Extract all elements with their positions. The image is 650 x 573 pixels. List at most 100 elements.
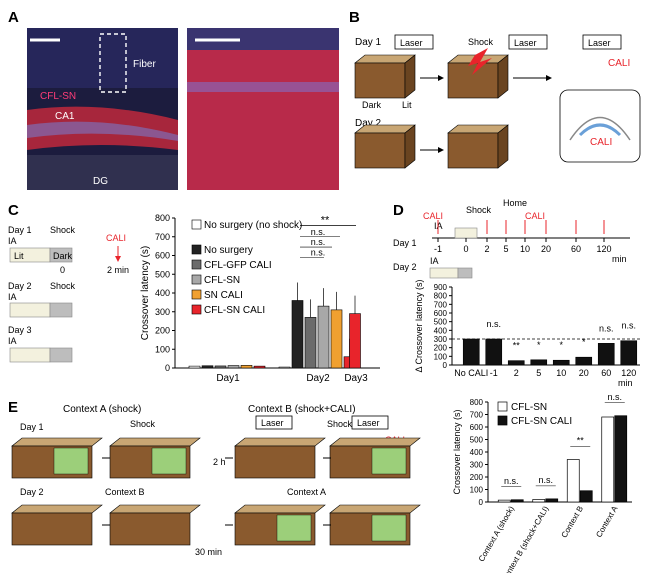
c-t2: 2 min <box>107 265 129 275</box>
c-cali: CALI <box>106 233 126 243</box>
c-legend-label: No surgery <box>204 245 253 256</box>
d-bar <box>530 359 548 366</box>
panel-d: D Day 1 Day 2 Shock Home CALI CALI IA IA… <box>393 198 640 388</box>
e-box-top <box>329 437 421 447</box>
d-y-tick-label: 400 <box>434 326 448 335</box>
d-shock: Shock <box>466 205 492 215</box>
e-bar <box>532 499 546 503</box>
d-cali-1: CALI <box>423 211 443 221</box>
panel-c-letter: C <box>8 202 19 219</box>
d-timeline-tick-label: -1 <box>434 244 442 254</box>
d-y-tick-label: 900 <box>434 283 448 292</box>
e-box-context-a <box>371 514 407 542</box>
e-box-front <box>109 512 191 546</box>
e-y-tick-label: 500 <box>470 436 484 445</box>
b-laser-box-2 <box>508 34 548 50</box>
c-sig-label: ** <box>321 215 330 227</box>
c-bar <box>278 366 291 369</box>
e-box-top <box>11 437 103 447</box>
d-x-unit: min <box>618 378 633 388</box>
e-sig-label: ** <box>577 436 585 446</box>
e-y-tick-label: 300 <box>470 461 484 470</box>
c-bar <box>201 365 214 369</box>
d-timeline-tick-label: 60 <box>571 244 581 254</box>
d-y-tick-label: 700 <box>434 300 448 309</box>
e-box-context-a <box>53 447 89 475</box>
c-lit: Lit <box>14 251 24 261</box>
c-bar <box>349 313 361 369</box>
e-x-tick-label: Context A (shock) <box>477 504 516 563</box>
d-sig-label: * <box>582 337 586 347</box>
d-y-label: Δ Crossover latency (s) <box>414 279 424 372</box>
e-delay-1: 2 h <box>213 457 226 467</box>
chart-e: 0 100 200 300 400 500 600 700 800 Crossover laten… <box>452 392 632 573</box>
c-bar <box>188 365 201 369</box>
e-y-tick-label: 400 <box>470 448 484 457</box>
d-sig-label: n.s. <box>486 319 501 329</box>
e-box-top <box>234 437 326 447</box>
c-ns-label: n.s. <box>311 237 326 247</box>
panel-c: C Day 1 Shock CALI IA Lit Dark 0 2 min D… <box>8 202 380 384</box>
c-y-tick-label: 0 <box>165 363 170 373</box>
c-ia-1: IA <box>8 236 17 246</box>
d-y-tick-label: 200 <box>434 344 448 353</box>
d-y-tick-label: 300 <box>434 335 448 344</box>
d-cali-2: CALI <box>525 211 545 221</box>
e-y-tick-label: 0 <box>479 498 484 507</box>
e-y-tick-label: 200 <box>470 473 484 482</box>
e-schematic-boxes <box>11 437 421 546</box>
e-bar <box>601 416 615 503</box>
b-laser-box-3 <box>582 34 622 50</box>
c-bar <box>253 365 266 369</box>
c-ia-3: IA <box>8 336 17 346</box>
e-y-tick-label: 700 <box>470 411 484 420</box>
c-dark: Dark <box>53 251 73 261</box>
panel-d-letter: D <box>393 202 404 219</box>
e-context-b-shock-cali: Context B (shock+CALI) <box>248 404 356 415</box>
d-y-tick-label: 100 <box>434 352 448 361</box>
panel-a-letter: A <box>8 9 19 26</box>
e-y-tick-label: 800 <box>470 398 484 407</box>
d-sig-label: n.s. <box>621 321 636 331</box>
panel-e: E Day 1 Day 2 Context A (shock) Context … <box>8 392 632 573</box>
e-y-tick-label: 100 <box>470 486 484 495</box>
e-box-front <box>234 445 316 479</box>
e-bar <box>497 499 511 503</box>
b-day2: Day 2 <box>355 118 382 129</box>
c-ns-label: n.s. <box>311 227 326 237</box>
cfl-sn-label: CFL-SN <box>40 91 76 102</box>
c-legend-label: No surgery (no shock) <box>204 220 302 231</box>
e-x-tick-label: Context B <box>560 505 585 540</box>
d-bar <box>485 338 503 366</box>
chart-c: 0 100 200 300 400 500 600 700 800 Crossover laten… <box>140 213 380 384</box>
e-shock-2: Shock <box>327 419 353 429</box>
b-shock-label: Shock <box>468 37 494 47</box>
c-day1: Day 1 <box>8 225 32 235</box>
c-bar <box>330 309 343 369</box>
c-bar <box>291 300 304 369</box>
e-y-tick-label: 600 <box>470 423 484 432</box>
d-ia-2: IA <box>430 256 439 266</box>
e-bar <box>510 499 524 503</box>
e-context-a: Context A <box>287 487 326 497</box>
b-laser-box-1 <box>394 34 434 50</box>
d-day1: Day 1 <box>393 238 417 248</box>
e-sig-label: n.s. <box>538 475 553 485</box>
e-box-context-a <box>276 514 312 542</box>
e-day1: Day 1 <box>20 422 44 432</box>
c-bar <box>240 365 253 369</box>
e-legend-swatch <box>497 415 508 426</box>
c-shock: Shock <box>50 225 76 235</box>
e-context-b: Context B <box>105 487 145 497</box>
c-ia-2: IA <box>8 292 17 302</box>
e-bar <box>545 498 559 503</box>
c-legend-label: CFL-GFP CALI <box>204 260 272 271</box>
d-x-tick-label: 60 <box>601 368 611 378</box>
d-sig-label: ** <box>513 341 521 351</box>
c-y-tick-label: 600 <box>155 251 170 261</box>
e-day2: Day 2 <box>20 487 44 497</box>
b-day1: Day 1 <box>355 37 382 48</box>
c-legend-swatch <box>191 219 202 230</box>
